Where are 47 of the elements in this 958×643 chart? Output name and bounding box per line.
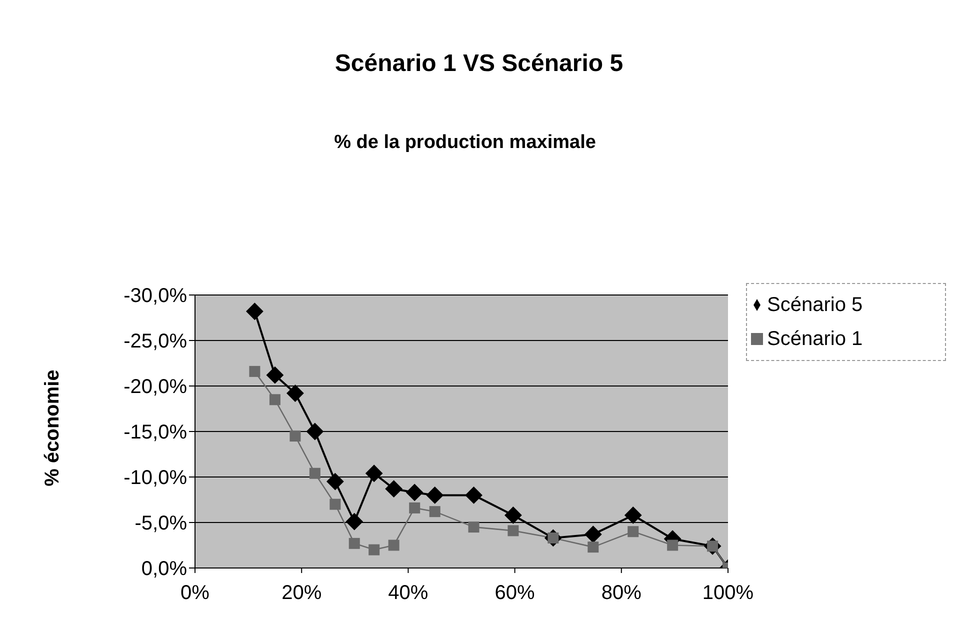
point	[426, 486, 444, 504]
point	[286, 384, 304, 402]
y-tick-label: -25,0%	[124, 330, 188, 353]
point	[409, 502, 420, 514]
point	[385, 480, 402, 498]
point	[667, 540, 678, 551]
point	[246, 302, 264, 320]
point	[504, 506, 522, 524]
point	[368, 544, 380, 556]
point	[306, 423, 324, 440]
x-tick-label: 80%	[601, 582, 642, 604]
point	[366, 464, 383, 482]
chart-title: Scénario 1 VS Scénario 5	[334, 50, 624, 78]
point	[330, 498, 341, 510]
x-tick-label: 60%	[494, 582, 536, 604]
point	[249, 366, 260, 377]
y-axis-title: % économie	[42, 370, 64, 486]
y-tick-label: 0,0%	[141, 558, 188, 580]
legend-label: Scénario 1	[767, 328, 863, 350]
x-tick-label: 40%	[388, 582, 428, 604]
y-tick-label: -15,0%	[124, 422, 188, 444]
point	[269, 394, 280, 406]
point	[266, 366, 284, 384]
point	[326, 473, 344, 490]
point	[406, 484, 424, 501]
chart-subtitle: % de la production maximale	[333, 132, 597, 154]
point	[468, 522, 480, 533]
point	[346, 513, 363, 530]
y-tick-label: -10,0%	[124, 467, 188, 490]
point	[624, 506, 642, 524]
y-tick-label: -30,0%	[124, 285, 188, 308]
point	[588, 542, 599, 553]
point	[348, 538, 360, 549]
legend-label: Scénario 5	[767, 294, 863, 316]
point	[508, 525, 519, 536]
point	[628, 526, 639, 538]
point	[290, 430, 301, 442]
point	[388, 540, 400, 551]
x-tick-label: 100%	[702, 582, 754, 604]
point	[429, 506, 440, 518]
x-tick-label: 20%	[282, 582, 322, 604]
point	[309, 468, 320, 479]
point	[584, 526, 602, 543]
y-tick-label: -20,0%	[124, 376, 188, 398]
x-tick-label: 0%	[180, 582, 210, 604]
y-tick-label: -5,0%	[134, 512, 188, 535]
point	[465, 486, 482, 504]
